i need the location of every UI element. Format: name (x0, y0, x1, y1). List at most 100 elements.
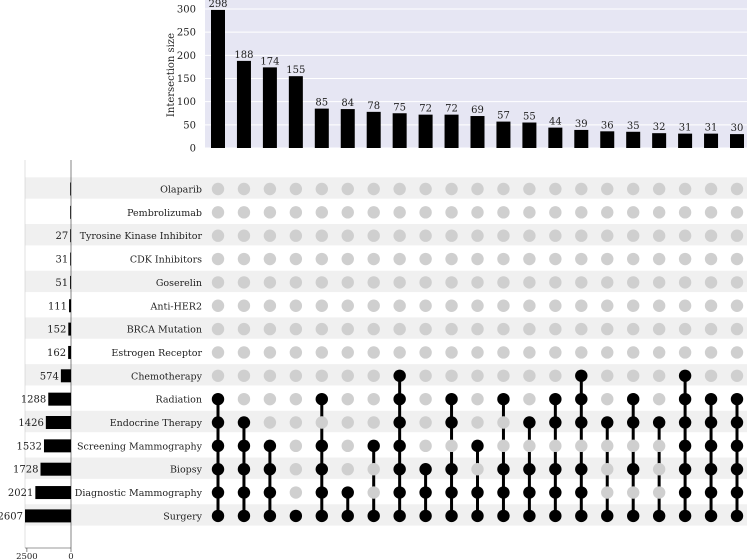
set-size-bar (60, 369, 71, 383)
membership-dot-active (704, 392, 718, 406)
membership-dot-inactive (419, 369, 432, 382)
membership-dot-active (419, 463, 432, 476)
intersection-y-tick-label: 0 (190, 144, 196, 155)
intersection-bar-label: 188 (234, 50, 253, 61)
intersection-bar-label: 55 (523, 112, 536, 123)
membership-dot-inactive (445, 229, 458, 242)
membership-dot-active (289, 509, 303, 523)
set-name-label: CDK Inhibitors (130, 255, 202, 266)
membership-dot-inactive (730, 369, 744, 382)
membership-dot-inactive (393, 182, 406, 196)
membership-dot-inactive (601, 206, 614, 219)
membership-dot-active (393, 392, 406, 406)
membership-dot-inactive (341, 276, 354, 289)
membership-dot-inactive (704, 299, 718, 312)
membership-dot-inactive (601, 322, 614, 336)
membership-dot-inactive (263, 392, 277, 406)
membership-dot-active (549, 392, 562, 406)
membership-dot-inactive (419, 299, 432, 312)
intersection-bar-label: 75 (393, 102, 406, 113)
set-size-label: 2021 (8, 488, 33, 499)
membership-dot-inactive (704, 276, 718, 289)
membership-dot-inactive (367, 463, 380, 476)
membership-dot-inactive (393, 206, 406, 219)
membership-dot-inactive (341, 229, 354, 242)
intersection-bar-label: 36 (601, 120, 614, 131)
membership-dot-active (419, 486, 432, 499)
membership-dot-inactive (704, 369, 718, 382)
membership-dot-inactive (497, 416, 510, 429)
intersection-bar (236, 60, 251, 148)
set-size-bar (40, 462, 71, 476)
membership-dot-active (730, 463, 744, 476)
membership-dot-inactive (445, 206, 458, 219)
membership-dot-inactive (575, 182, 588, 196)
membership-dot-inactive (367, 416, 380, 429)
intersection-bar-label: 30 (731, 123, 744, 134)
membership-dot-active (211, 416, 225, 429)
membership-dot-inactive (315, 229, 328, 242)
membership-dot-inactive (211, 346, 225, 359)
membership-dot-inactive (263, 299, 277, 312)
membership-dot-inactive (445, 439, 458, 453)
membership-dot-active (678, 416, 692, 429)
membership-dot-inactive (211, 276, 225, 289)
membership-dot-active (730, 392, 744, 406)
membership-dot-active (704, 416, 718, 429)
membership-dot-inactive (549, 322, 562, 336)
set-size-bar (68, 322, 71, 336)
set-size-label: 1532 (17, 441, 42, 452)
membership-dot-inactive (315, 252, 328, 266)
membership-dot-inactive (523, 346, 536, 359)
membership-dot-active (704, 439, 718, 453)
membership-dot-inactive (237, 299, 251, 312)
membership-dot-inactive (315, 206, 328, 219)
membership-dot-inactive (549, 299, 562, 312)
membership-dot-inactive (211, 229, 225, 242)
membership-dot-inactive (471, 463, 484, 476)
membership-dot-active (652, 416, 666, 429)
membership-dot-active (678, 509, 692, 523)
membership-dot-inactive (678, 182, 692, 196)
membership-dot-inactive (601, 439, 614, 453)
intersection-y-tick-label: 100 (177, 97, 196, 108)
membership-dot-inactive (445, 346, 458, 359)
membership-dot-active (730, 439, 744, 453)
membership-dot-active (237, 416, 251, 429)
membership-dot-inactive (678, 252, 692, 266)
membership-dot-inactive (627, 276, 640, 289)
membership-dot-inactive (523, 439, 536, 453)
membership-dot-inactive (601, 276, 614, 289)
membership-dot-inactive (211, 299, 225, 312)
membership-dot-active (419, 509, 432, 523)
membership-dot-inactive (549, 439, 562, 453)
membership-dot-inactive (341, 439, 354, 453)
membership-dot-inactive (652, 276, 666, 289)
membership-dot-inactive (549, 229, 562, 242)
membership-dot-active (211, 439, 225, 453)
membership-dot-inactive (704, 252, 718, 266)
membership-dot-inactive (601, 346, 614, 359)
membership-dot-inactive (601, 486, 614, 499)
membership-dot-inactive (367, 346, 380, 359)
membership-dot-inactive (627, 322, 640, 336)
intersection-bar-label: 69 (471, 105, 484, 116)
set-name-label: Diagnostic Mammography (75, 488, 203, 499)
membership-dot-inactive (497, 252, 510, 266)
set-name-label: Biopsy (170, 465, 203, 476)
set-name-label: Olaparib (160, 185, 202, 196)
membership-dot-active (627, 463, 640, 476)
membership-dot-active (678, 439, 692, 453)
membership-dot-inactive (627, 346, 640, 359)
matrix-row-stripe (25, 317, 747, 339)
membership-dot-inactive (237, 252, 251, 266)
intersection-bar (496, 121, 511, 148)
set-size-label: 111 (48, 301, 67, 312)
membership-dot-inactive (445, 299, 458, 312)
membership-dot-inactive (601, 252, 614, 266)
membership-dot-inactive (393, 322, 406, 336)
matrix-row-stripe (25, 224, 747, 246)
membership-dot-active (523, 416, 536, 429)
membership-dot-inactive (730, 182, 744, 196)
membership-dot-inactive (678, 346, 692, 359)
